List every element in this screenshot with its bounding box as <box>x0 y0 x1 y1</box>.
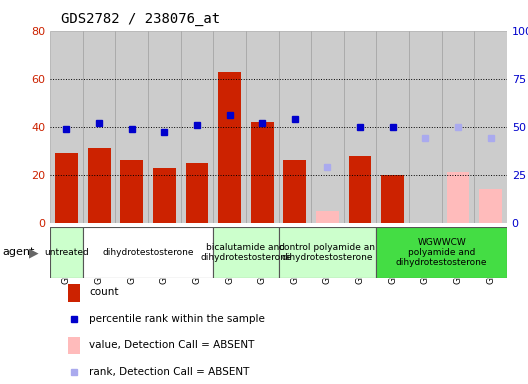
Bar <box>246 31 278 223</box>
Bar <box>316 211 339 223</box>
Bar <box>311 227 344 278</box>
Text: GDS2782 / 238076_at: GDS2782 / 238076_at <box>61 12 220 25</box>
Bar <box>409 227 441 278</box>
Bar <box>116 31 148 223</box>
Bar <box>148 227 181 278</box>
Bar <box>116 227 148 278</box>
Bar <box>148 31 181 223</box>
Bar <box>185 163 209 223</box>
Bar <box>279 31 311 223</box>
Bar <box>441 227 474 278</box>
Text: agent: agent <box>3 247 35 258</box>
Bar <box>251 122 274 223</box>
Text: WGWWCW
polyamide and
dihydrotestosterone: WGWWCW polyamide and dihydrotestosterone <box>396 238 487 267</box>
Bar <box>279 227 311 278</box>
Bar <box>479 189 502 223</box>
Bar <box>50 227 83 278</box>
Bar <box>348 156 372 223</box>
Bar <box>213 31 246 223</box>
Bar <box>181 31 213 223</box>
Text: percentile rank within the sample: percentile rank within the sample <box>89 314 265 324</box>
Bar <box>246 227 278 278</box>
Bar <box>69 284 80 301</box>
Text: bicalutamide and
dihydrotestosterone: bicalutamide and dihydrotestosterone <box>200 243 291 262</box>
Text: ▶: ▶ <box>29 246 39 259</box>
Bar <box>83 227 213 278</box>
Text: rank, Detection Call = ABSENT: rank, Detection Call = ABSENT <box>89 367 249 377</box>
Bar <box>120 161 143 223</box>
Bar <box>69 337 80 354</box>
Text: untreated: untreated <box>44 248 89 257</box>
Bar <box>83 227 116 278</box>
Bar <box>83 31 116 223</box>
Bar <box>441 31 474 223</box>
Text: count: count <box>89 287 118 298</box>
Bar <box>376 31 409 223</box>
Bar <box>447 172 469 223</box>
Bar <box>213 227 246 278</box>
Bar <box>381 175 404 223</box>
Bar <box>284 161 306 223</box>
Bar <box>50 31 83 223</box>
Bar <box>279 227 376 278</box>
Bar <box>213 227 278 278</box>
Bar <box>409 31 441 223</box>
Bar <box>474 31 507 223</box>
Bar <box>55 153 78 223</box>
Bar <box>311 31 344 223</box>
Bar <box>344 31 376 223</box>
Bar <box>344 227 376 278</box>
Text: dihydrotestosterone: dihydrotestosterone <box>102 248 194 257</box>
Bar <box>376 227 409 278</box>
Bar <box>153 167 176 223</box>
Bar <box>218 71 241 223</box>
Bar <box>181 227 213 278</box>
Text: value, Detection Call = ABSENT: value, Detection Call = ABSENT <box>89 340 254 350</box>
Text: control polyamide an
dihydrotestosterone: control polyamide an dihydrotestosterone <box>279 243 375 262</box>
Bar <box>88 148 110 223</box>
Bar <box>376 227 507 278</box>
Bar <box>474 227 507 278</box>
Bar <box>50 227 83 278</box>
